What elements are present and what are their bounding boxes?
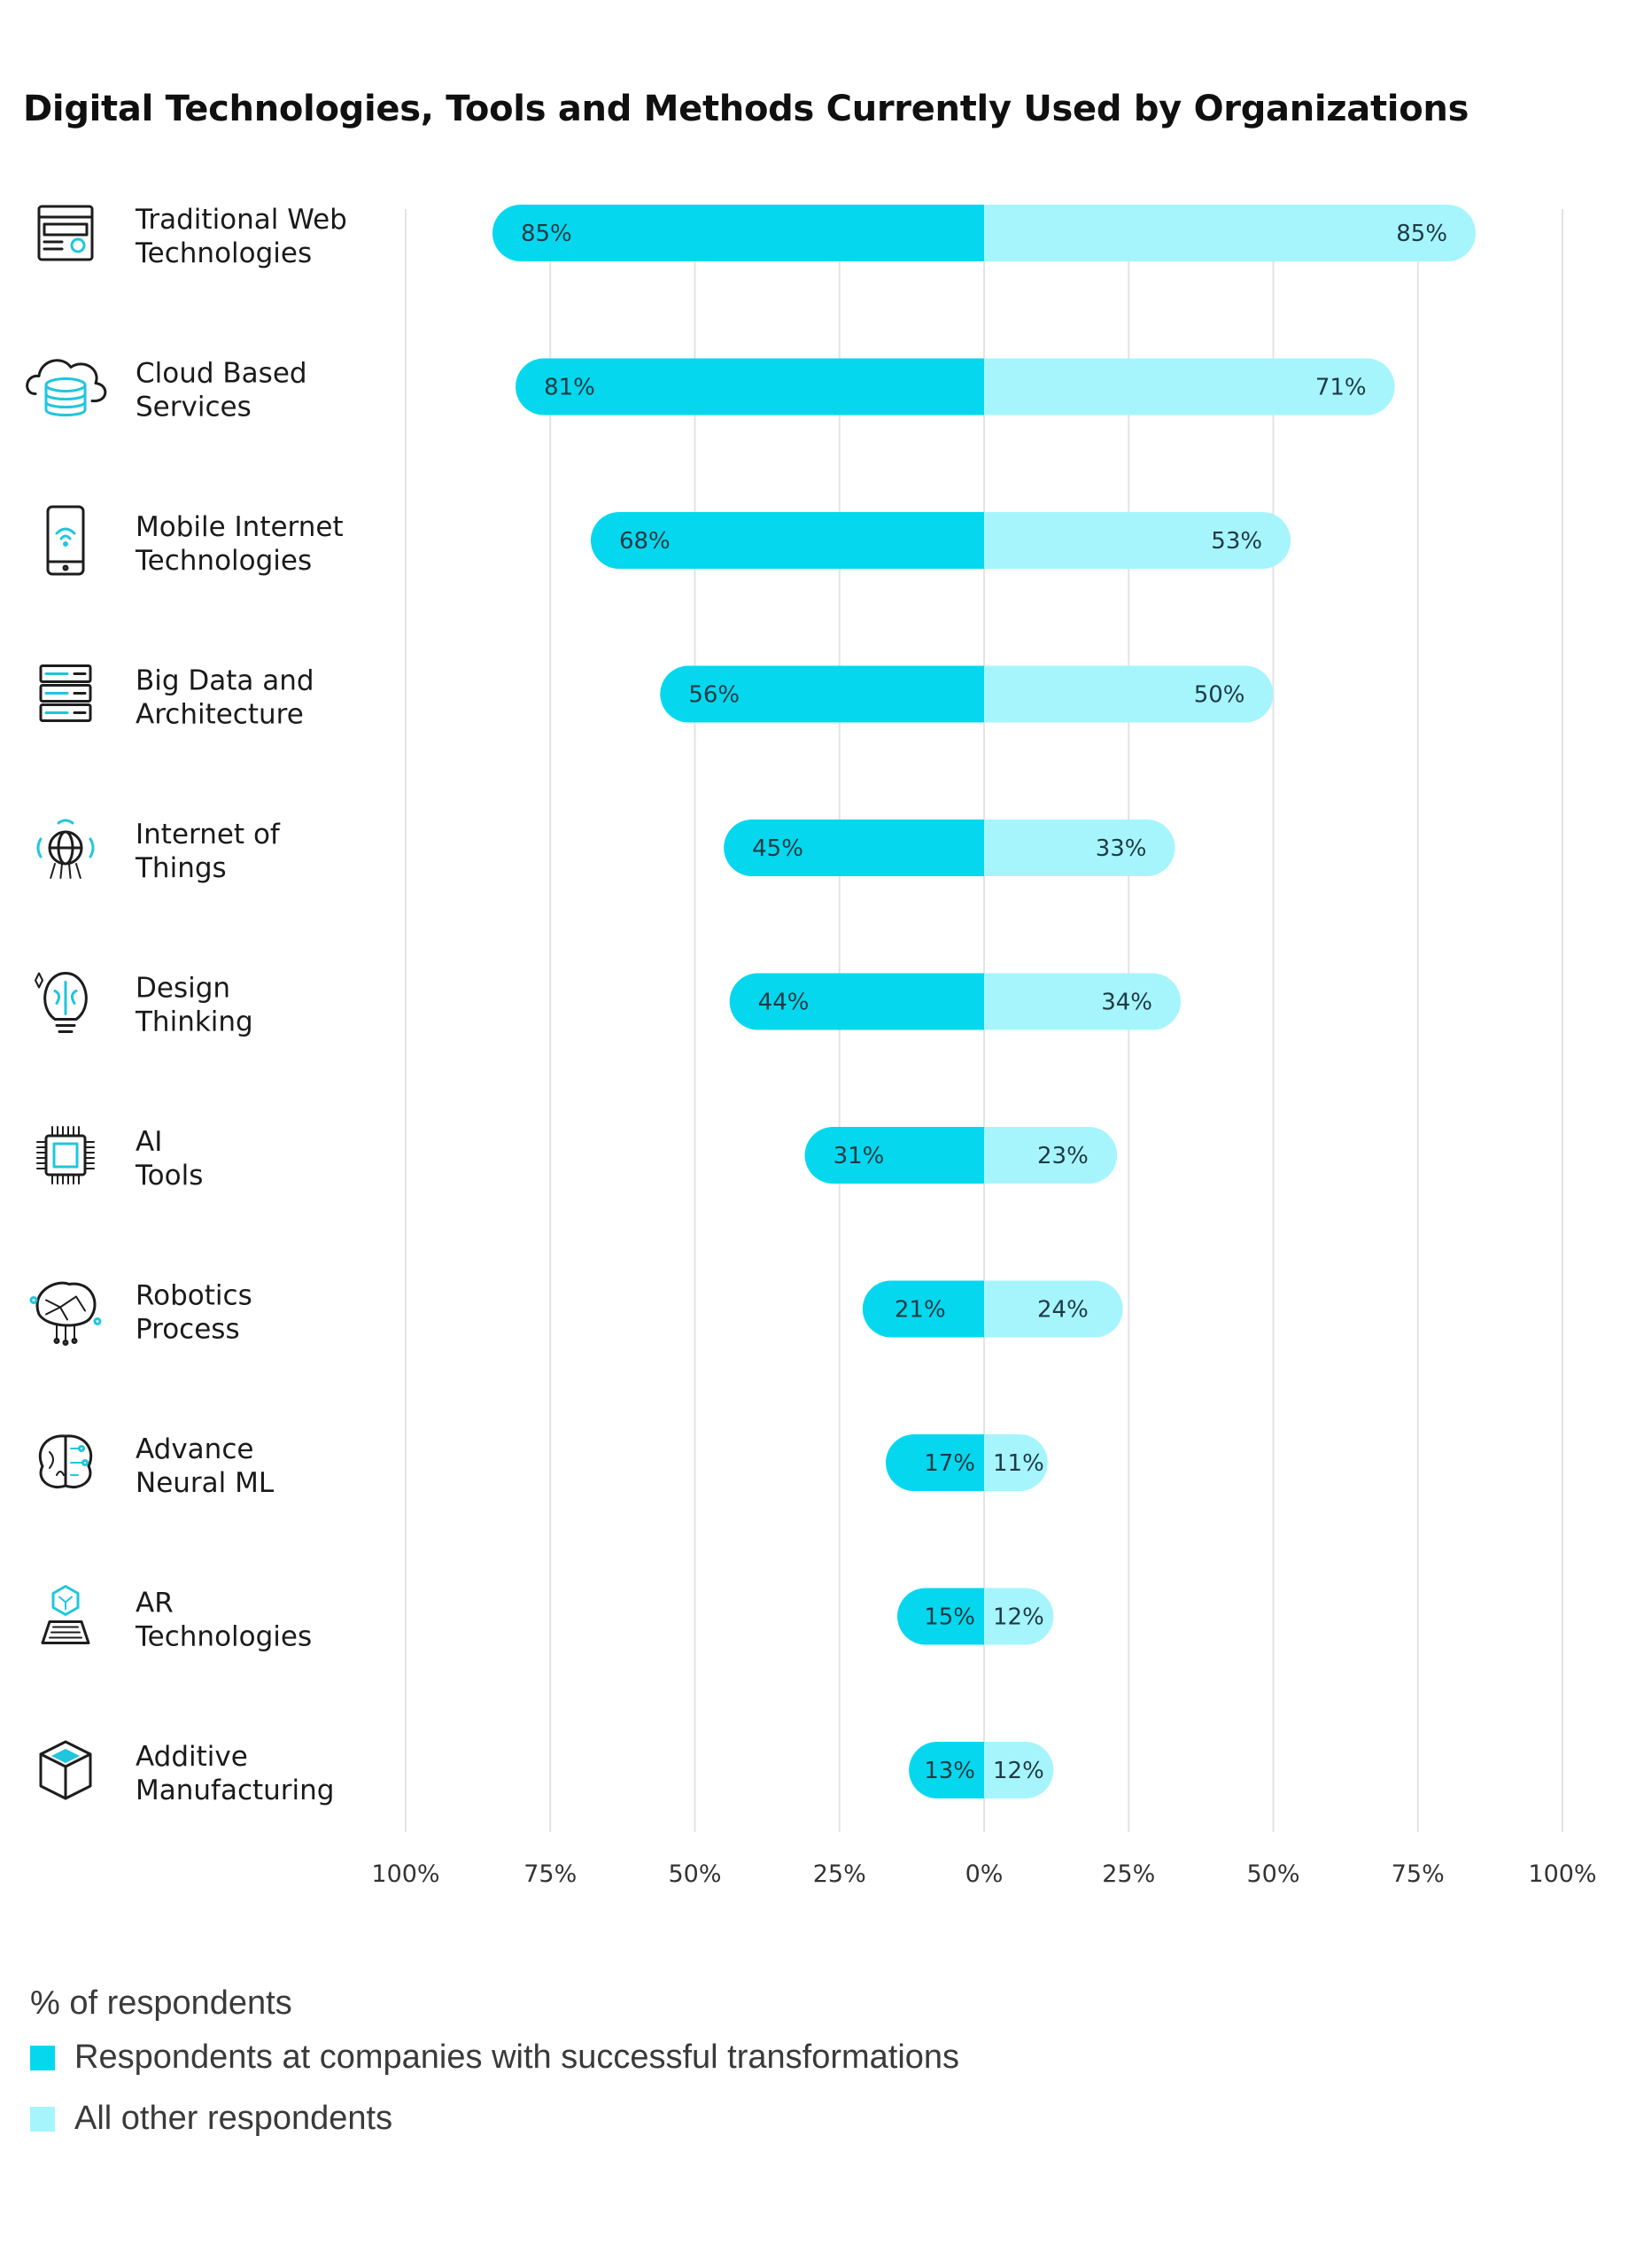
category-labels: Traditional Web Technologies Cloud Based Se…	[135, 204, 347, 1806]
iot-globe-icon	[36, 819, 95, 879]
bar-value-other: 12%	[993, 1758, 1044, 1784]
x-tick-label: 25%	[1102, 1860, 1155, 1888]
category-label: AR Technologies	[135, 1588, 312, 1653]
x-tick-label: 50%	[1246, 1860, 1299, 1888]
bar-value-other: 53%	[1211, 528, 1262, 555]
ai-chip-icon	[36, 1126, 95, 1184]
bar-other	[984, 358, 1395, 416]
bar-successful	[660, 665, 984, 723]
bar-value-other: 85%	[1396, 221, 1447, 247]
legend-item-successful: Respondents at companies with successful…	[30, 2039, 959, 2077]
bar-other	[984, 665, 1274, 723]
bar-value-successful: 15%	[924, 1604, 975, 1631]
bar-successful	[897, 1588, 984, 1645]
bar-value-other: 50%	[1194, 682, 1245, 709]
bar-value-other: 33%	[1096, 835, 1147, 862]
category-label: Big Data and Architecture	[136, 665, 314, 731]
legend-label-successful: Respondents at companies with successful…	[74, 2039, 960, 2076]
bar-other	[984, 1742, 1054, 1798]
category-label: AI Tools	[135, 1126, 203, 1192]
bar-successful	[862, 1280, 984, 1338]
bar-successful	[909, 1742, 984, 1798]
legend-label-other: All other respondents	[74, 2100, 393, 2137]
category-label: Robotics Process	[136, 1280, 252, 1346]
x-tick-label: 50%	[668, 1860, 721, 1888]
bar-value-successful: 68%	[619, 528, 671, 555]
bar-value-successful: 45%	[752, 835, 803, 862]
x-tick-label: 100%	[371, 1860, 439, 1888]
bars: 85% 85% 81% 71% 68% 53% 56% 50% 45% 33% 44% 34% 31% 2…	[492, 205, 1477, 1798]
bar-successful	[724, 819, 984, 876]
legend-title: % of respondents	[30, 1984, 292, 2022]
smartphone-wifi-icon	[46, 505, 85, 576]
bar-other	[984, 819, 1175, 876]
bar-value-successful: 81%	[544, 375, 595, 401]
cube-icon	[39, 1740, 92, 1800]
bar-value-other: 24%	[1037, 1297, 1089, 1324]
bar-other	[984, 973, 1182, 1030]
category-label: Advance Neural ML	[136, 1433, 275, 1499]
cloud-database-icon	[26, 359, 107, 416]
category-label: Cloud Based Services	[136, 358, 307, 423]
category-label: Mobile Internet Technologies	[135, 511, 344, 577]
server-rack-icon	[39, 664, 92, 722]
chart-title: Digital Technologies, Tools and Methods …	[23, 89, 1469, 129]
browser-window-icon	[37, 205, 94, 261]
category-label: Design Thinking	[135, 973, 253, 1038]
x-tick-label: 0%	[965, 1860, 1004, 1888]
bar-successful	[729, 973, 984, 1030]
circuit-brain-icon	[38, 1434, 93, 1488]
legend-swatch-successful	[30, 2045, 55, 2070]
bar-value-other: 23%	[1037, 1143, 1089, 1169]
bar-value-other: 11%	[993, 1450, 1044, 1477]
legend-item-other: All other respondents	[30, 2100, 959, 2138]
x-tick-label: 25%	[813, 1860, 866, 1888]
legend-swatch-other	[30, 2106, 55, 2132]
x-tick-label: 100%	[1528, 1860, 1596, 1888]
bar-other	[984, 1127, 1118, 1184]
bar-value-successful: 31%	[834, 1143, 885, 1169]
lightbulb-brain-icon	[35, 972, 88, 1033]
bar-value-other: 71%	[1315, 375, 1367, 401]
bar-successful	[804, 1127, 984, 1184]
bar-other	[984, 512, 1291, 569]
ar-laptop-icon	[41, 1585, 90, 1644]
category-label: Additive Manufacturing	[136, 1741, 334, 1806]
bar-value-successful: 13%	[924, 1758, 975, 1784]
bar-value-successful: 17%	[924, 1450, 975, 1477]
legend: % of respondents Respondents at companie…	[30, 1984, 959, 2161]
bar-successful	[885, 1434, 984, 1491]
bar-value-successful: 85%	[521, 221, 572, 247]
network-brain-icon	[29, 1281, 102, 1346]
bar-other	[984, 1434, 1048, 1491]
bar-successful	[492, 205, 984, 261]
category-label: Internet of Things	[135, 819, 281, 884]
bar-value-successful: 21%	[895, 1297, 946, 1324]
category-label: Traditional Web Technologies	[135, 204, 347, 269]
x-axis-ticks: 100% 75% 50% 25% 0% 25% 50% 75% 100%	[371, 1860, 1596, 1888]
category-icons	[26, 205, 107, 1800]
bar-successful	[590, 512, 984, 569]
bar-successful	[516, 358, 984, 416]
bar-other	[984, 1280, 1123, 1338]
bar-other	[984, 205, 1477, 261]
x-tick-label: 75%	[523, 1860, 577, 1888]
bar-value-other: 12%	[993, 1604, 1044, 1631]
bar-value-other: 34%	[1101, 990, 1152, 1016]
bar-value-successful: 44%	[758, 990, 810, 1016]
x-tick-label: 75%	[1392, 1860, 1445, 1888]
bar-value-successful: 56%	[688, 682, 740, 709]
bar-other	[984, 1588, 1054, 1645]
